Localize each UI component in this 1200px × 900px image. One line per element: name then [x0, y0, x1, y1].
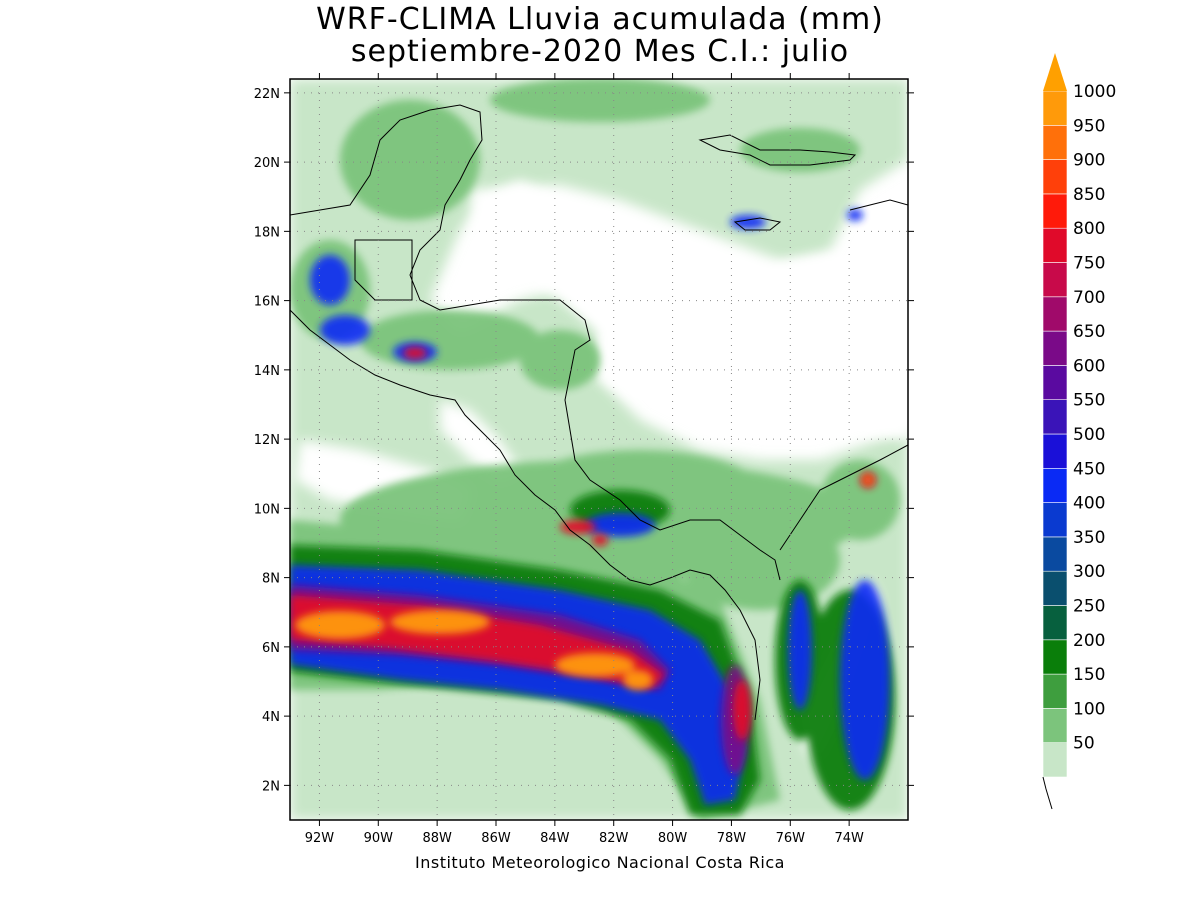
colorbar-swatch: [1042, 570, 1068, 606]
colorbar-swatch: [1042, 125, 1068, 160]
colorbar-label: 50: [1073, 734, 1095, 754]
lon-tick-label: 74W: [834, 831, 864, 846]
lon-tick-label: 76W: [776, 831, 806, 846]
lat-tick-label: 20N: [254, 156, 280, 171]
lon-tick-label: 92W: [305, 831, 335, 846]
lon-tick-label: 82W: [599, 831, 629, 846]
coastlines: [290, 104, 908, 721]
colorbar-swatch: [1042, 639, 1068, 675]
colorbar-label: 250: [1073, 597, 1105, 617]
colorbar-label: 950: [1073, 116, 1105, 136]
lat-tick-label: 10N: [254, 502, 280, 517]
colorbar-swatch: [1042, 193, 1068, 229]
lat-tick-label: 16N: [254, 295, 280, 310]
lat-tick-label: 8N: [262, 572, 280, 587]
colorbar-label: 100: [1073, 699, 1105, 719]
map-border: [289, 78, 909, 821]
colorbar-swatch: [1042, 399, 1068, 435]
colorbar-min-extension: [1042, 776, 1053, 810]
colorbar-label: 800: [1073, 219, 1105, 239]
colorbar-swatch: [1042, 502, 1068, 538]
colorbar-swatch: [1042, 262, 1068, 298]
colorbar: 50 100 150 200 250 300 350 400 450 500 550 600 650 70…: [1042, 53, 1116, 810]
colorbar-label: 700: [1073, 288, 1105, 308]
lat-tick-label: 2N: [262, 779, 280, 794]
lon-tick-label: 90W: [364, 831, 394, 846]
credit-text: Instituto Meteorologico Nacional Costa R…: [415, 853, 785, 872]
lat-tick-label: 22N: [254, 87, 280, 102]
colorbar-swatch: [1042, 708, 1068, 744]
lon-tick-label: 80W: [658, 831, 688, 846]
colorbar-label: 750: [1073, 254, 1105, 274]
colorbar-swatch: [1042, 365, 1068, 400]
lat-tick-label: 4N: [262, 710, 280, 725]
lon-tick-label: 78W: [717, 831, 747, 846]
colorbar-label: 900: [1073, 151, 1105, 171]
colorbar-swatch: [1042, 90, 1068, 126]
map-grid: [290, 79, 908, 820]
lat-tick-label: 12N: [254, 433, 280, 448]
colorbar-swatch: [1042, 330, 1068, 366]
colorbar-label: 600: [1073, 356, 1105, 376]
colorbar-label: 200: [1073, 631, 1105, 651]
lat-tick-label: 18N: [254, 225, 280, 240]
map-title-line-2: septiembre-2020 Mes C.I.: julio: [350, 34, 850, 69]
colorbar-label: 1000: [1073, 82, 1116, 102]
lon-tick-label: 84W: [540, 831, 570, 846]
lat-tick-label: 14N: [254, 364, 280, 379]
colorbar-label: 500: [1073, 425, 1105, 445]
colorbar-label: 650: [1073, 322, 1105, 342]
colorbar-swatch: [1042, 467, 1068, 503]
precipitation-field: [290, 79, 908, 820]
colorbar-swatch: [1042, 742, 1068, 778]
colorbar-label: 350: [1073, 528, 1105, 548]
latitude-axis: 22N 20N 18N 16N 14N 12N 10N 8N 6N 4N 2N: [254, 87, 914, 794]
colorbar-swatch: [1042, 536, 1068, 572]
colorbar-label: 850: [1073, 185, 1105, 205]
longitude-axis: 92W 90W 88W 86W 84W 82W 80W 78W 76W 74W: [305, 73, 864, 846]
colorbar-swatch: [1042, 673, 1068, 709]
colorbar-swatch: [1042, 605, 1068, 641]
lon-tick-label: 88W: [422, 831, 452, 846]
colorbar-label: 400: [1073, 494, 1105, 514]
colorbar-swatch: [1042, 227, 1068, 263]
colorbar-swatch: [1042, 159, 1068, 195]
colorbar-label: 450: [1073, 459, 1105, 479]
lat-tick-label: 6N: [262, 641, 280, 656]
colorbar-max-arrow: [1043, 53, 1067, 91]
colorbar-label: 300: [1073, 562, 1105, 582]
colorbar-swatch: [1042, 296, 1068, 332]
map-frame: [290, 79, 908, 820]
colorbar-swatch: [1042, 433, 1068, 469]
colorbar-label: 150: [1073, 665, 1105, 685]
map-title-line-1: WRF-CLIMA Lluvia acumulada (mm): [316, 2, 884, 37]
colorbar-label: 550: [1073, 391, 1105, 411]
lon-tick-label: 86W: [481, 831, 511, 846]
